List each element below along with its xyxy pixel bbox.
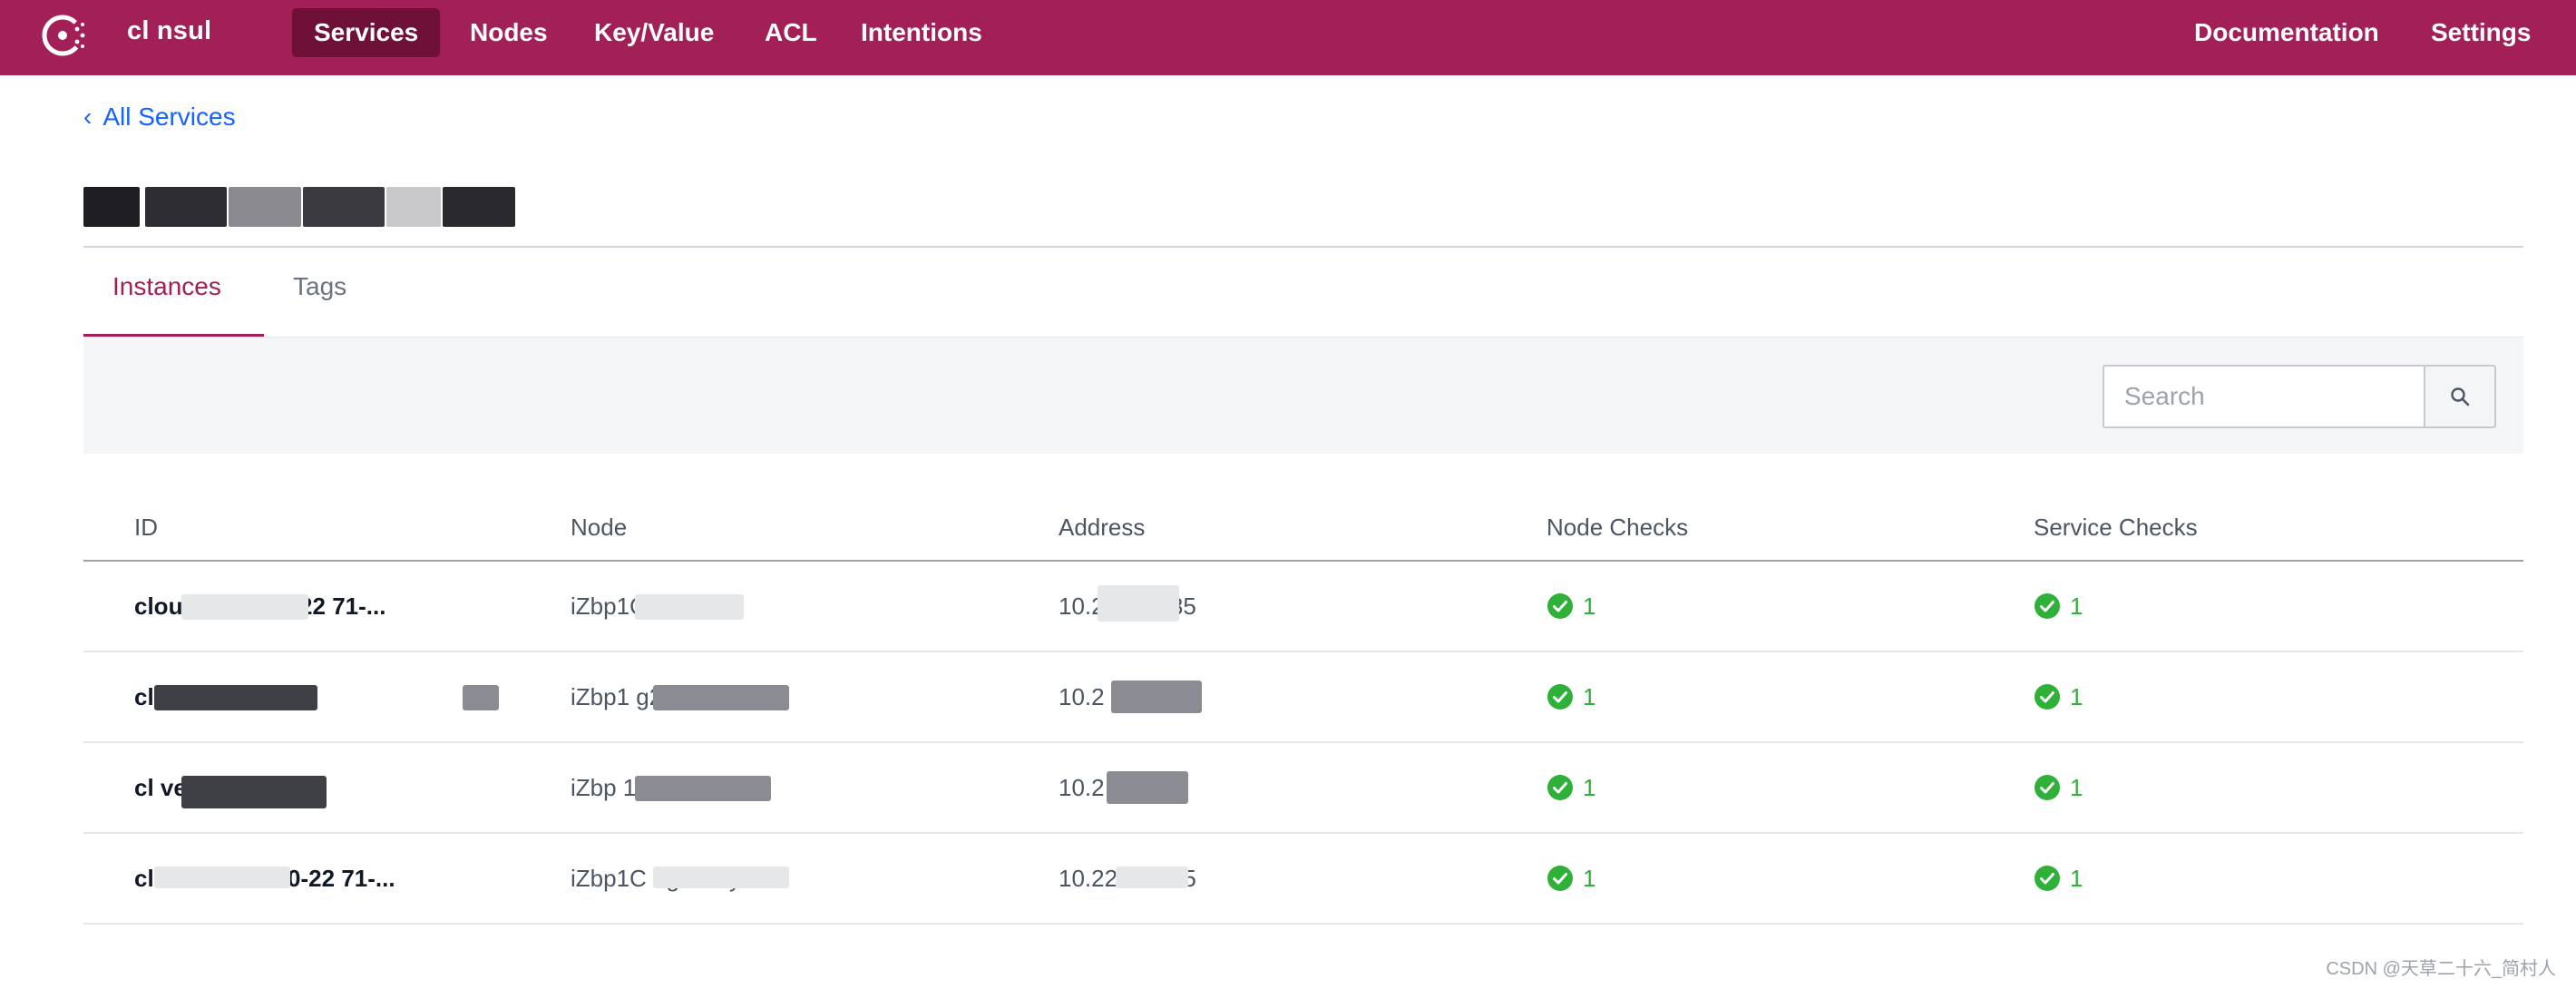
check-passing-icon (1547, 684, 1573, 710)
redaction-mask (1107, 771, 1188, 804)
node-checks-count: 1 (1583, 773, 1596, 801)
nav-services[interactable]: Services (292, 8, 441, 57)
watermark: CSDN @天草二十六_简村人 (2326, 959, 2556, 979)
title-divider (83, 246, 2523, 248)
node-checks-count: 1 (1583, 864, 1596, 892)
service-checks-count: 1 (2070, 773, 2083, 801)
column-header-address: Address (1059, 514, 1146, 541)
top-navigation-bar: cl nsul Services Nodes Key/Value ACL Int… (0, 0, 2576, 75)
check-passing-icon (2034, 593, 2060, 619)
node-checks-count: 1 (1583, 682, 1596, 710)
tabs-divider (83, 337, 2523, 338)
service-checks: 1 (2034, 652, 2083, 741)
redaction-mask (1116, 867, 1188, 888)
service-checks-count: 1 (2070, 592, 2083, 620)
tab-instances[interactable]: Instances (112, 272, 221, 300)
redaction-mask (653, 685, 789, 710)
column-header-node: Node (571, 514, 628, 541)
node-checks: 1 (1547, 743, 1595, 832)
active-tab-indicator (83, 334, 264, 338)
redaction-mask (154, 867, 290, 888)
service-checks: 1 (2034, 834, 2083, 923)
tab-tags[interactable]: Tags (293, 272, 347, 300)
check-passing-icon (1547, 775, 1573, 800)
nav-documentation[interactable]: Documentation (2194, 18, 2379, 46)
node-checks-count: 1 (1583, 592, 1596, 620)
service-checks: 1 (2034, 743, 2083, 832)
table-row[interactable]: cl ver-10-22 59-... iZbp 1 8lsxZ 10.2 2:… (83, 743, 2523, 834)
column-header-node-checks: Node Checks (1547, 514, 1689, 541)
nav-nodes[interactable]: Nodes (470, 18, 548, 46)
datacenter-name: cl nsul (127, 16, 212, 45)
redaction-mask (154, 685, 317, 710)
check-passing-icon (1547, 593, 1573, 619)
check-passing-icon (1547, 866, 1573, 891)
redaction-mask (1111, 681, 1202, 713)
node-checks: 1 (1547, 652, 1595, 741)
breadcrumb-all-services-link[interactable]: All Services (102, 103, 236, 131)
redaction-mask (635, 594, 744, 620)
nav-intentions[interactable]: Intentions (861, 18, 982, 46)
service-checks-count: 1 (2070, 864, 2083, 892)
table-row[interactable]: cloudw ver-10-22 71-... iZbp1C 1 32lsvZ … (83, 562, 2523, 652)
table-row[interactable]: cl ver-10-22 7-... iZbp1 g28lswZ 10.2 2:… (83, 652, 2523, 743)
redaction-mask (181, 776, 327, 808)
node-checks: 1 (1547, 834, 1595, 923)
check-passing-icon (2034, 866, 2060, 891)
consul-logo-icon[interactable] (38, 9, 91, 62)
nav-acl[interactable]: ACL (765, 18, 817, 46)
redaction-mask (1098, 585, 1179, 622)
service-title (83, 180, 519, 234)
node-checks: 1 (1547, 562, 1595, 651)
check-passing-icon (2034, 684, 2060, 710)
search-input[interactable] (2103, 365, 2424, 428)
datacenter-selector[interactable]: cl nsul (127, 16, 211, 46)
service-checks: 1 (2034, 562, 2083, 651)
chevron-left-icon: ‹ (83, 103, 93, 131)
service-checks-count: 1 (2070, 682, 2083, 710)
redaction-mask (463, 685, 499, 710)
nav-key-value[interactable]: Key/Value (594, 18, 715, 46)
redaction-mask (181, 594, 308, 620)
table-header-divider (83, 560, 2523, 562)
column-header-id: ID (134, 514, 158, 541)
breadcrumb[interactable]: ‹ All Services (83, 103, 236, 132)
redaction-mask (635, 776, 771, 801)
redaction-mask (653, 867, 789, 888)
check-passing-icon (2034, 775, 2060, 800)
column-header-service-checks: Service Checks (2034, 514, 2198, 541)
search-button[interactable] (2424, 365, 2496, 428)
search-icon (2451, 387, 2470, 406)
table-row[interactable]: cloudw rver-10-22 71-... iZbp1C 9g 16lsy… (83, 834, 2523, 925)
nav-settings[interactable]: Settings (2431, 18, 2532, 46)
